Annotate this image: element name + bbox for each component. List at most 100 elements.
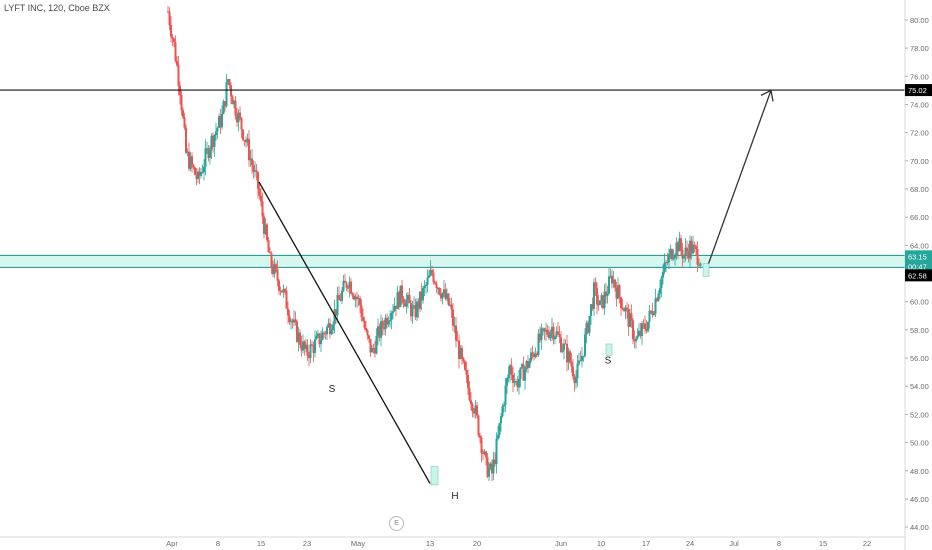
candle	[395, 305, 397, 317]
price-tick-label: 78.00	[910, 44, 929, 53]
candle-body	[396, 292, 399, 309]
candle-body	[320, 339, 322, 345]
candle-body	[579, 360, 582, 362]
candle	[636, 328, 639, 340]
candle	[371, 344, 373, 353]
candle-body	[386, 317, 388, 325]
candle-body	[635, 338, 637, 342]
candle-body	[276, 269, 279, 281]
last-price-tag	[905, 250, 932, 273]
candle	[602, 295, 604, 310]
candle	[495, 432, 498, 474]
candle-body	[291, 320, 294, 323]
candle-body	[459, 347, 462, 359]
candle	[374, 340, 376, 358]
candle	[596, 281, 598, 315]
candle-body	[420, 291, 423, 301]
candle-body	[620, 297, 622, 309]
candle-body	[180, 95, 183, 111]
candle	[363, 316, 366, 331]
candles	[167, 5, 702, 482]
candle	[698, 258, 700, 267]
candle-body	[600, 295, 603, 301]
candle	[633, 330, 636, 349]
price-tick-label: 60.00	[910, 298, 929, 307]
candle	[689, 235, 691, 268]
candle-body	[546, 329, 549, 335]
time-tick-label: Jun	[555, 539, 567, 548]
candle-body	[582, 355, 585, 357]
candle-body	[329, 323, 331, 335]
candle	[626, 302, 628, 319]
candle	[251, 149, 253, 174]
candle-body	[335, 309, 337, 316]
candle	[437, 286, 439, 295]
candle-body	[650, 310, 652, 312]
candle-body	[638, 330, 640, 336]
candle	[321, 327, 324, 341]
candle	[380, 314, 382, 347]
candle-body	[431, 269, 433, 273]
price-tick-label: 64.00	[910, 241, 929, 250]
candle-body	[380, 321, 382, 338]
candle	[441, 292, 444, 305]
candle	[663, 253, 666, 275]
candle	[237, 109, 240, 132]
candle	[692, 235, 694, 255]
candle-body	[204, 148, 207, 167]
candle	[302, 334, 304, 354]
candle	[189, 151, 192, 172]
candle-body	[692, 244, 694, 254]
candle	[456, 330, 459, 342]
candle-body	[321, 332, 324, 340]
candle-body	[408, 294, 411, 304]
candle	[696, 241, 699, 273]
price-tick-label: 46.00	[910, 495, 929, 504]
candle	[432, 269, 435, 285]
candle	[462, 357, 465, 364]
candle-body	[576, 363, 579, 379]
candle	[167, 5, 169, 13]
candle	[372, 343, 375, 354]
candle-body	[482, 453, 484, 455]
candle-body	[683, 255, 685, 259]
candle	[507, 366, 510, 383]
candle-body	[239, 112, 241, 118]
candle-body	[266, 224, 268, 241]
candle-body	[186, 151, 189, 153]
candle	[272, 260, 274, 278]
candle	[174, 35, 177, 63]
candle	[512, 367, 514, 392]
time-tick-label: 13	[426, 539, 434, 548]
candle-body	[699, 263, 702, 266]
earnings-marker-icon[interactable]: E	[389, 516, 404, 531]
candle-body	[468, 388, 471, 401]
candle	[186, 148, 189, 157]
candle-body	[305, 344, 307, 349]
candle	[206, 141, 208, 154]
candle	[678, 231, 681, 252]
candle	[263, 213, 265, 239]
candle	[681, 242, 684, 268]
candle-body	[605, 291, 607, 297]
candle-body	[500, 416, 502, 424]
candle-body	[470, 400, 472, 405]
candle	[413, 296, 415, 309]
candle-body	[338, 295, 340, 300]
candle	[552, 322, 555, 345]
candle-body	[374, 348, 376, 354]
candle	[200, 168, 202, 179]
candle	[549, 329, 552, 342]
candle-body	[224, 101, 226, 107]
drawing-lines	[0, 89, 905, 486]
last-price-label: 63.15	[908, 252, 927, 261]
candle	[671, 248, 673, 262]
candle	[227, 78, 229, 85]
candle	[320, 330, 322, 353]
candle	[656, 296, 658, 303]
candle	[324, 331, 327, 340]
time-tick-label: 10	[597, 539, 605, 548]
candle-body	[611, 275, 613, 284]
candle-body	[480, 437, 483, 454]
